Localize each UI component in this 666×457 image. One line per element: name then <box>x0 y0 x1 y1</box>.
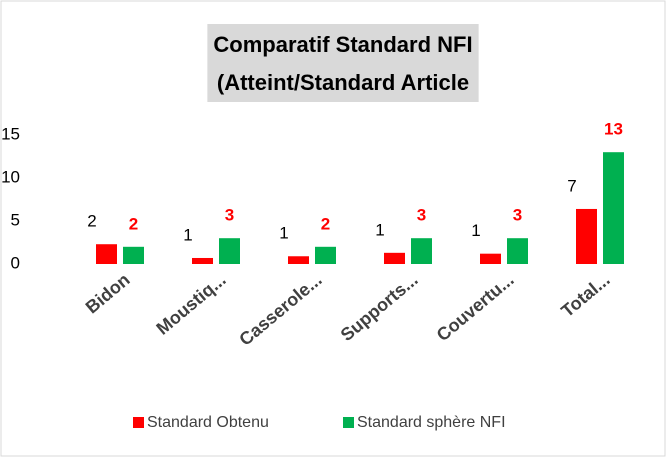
data-label: 2 <box>87 212 96 231</box>
data-label: 1 <box>279 224 288 243</box>
data-label: 2 <box>129 214 138 233</box>
data-label: 1 <box>183 225 192 244</box>
legend-label: Standard Obtenu <box>147 414 269 431</box>
data-label: 2 <box>321 214 330 233</box>
bar <box>123 246 144 264</box>
bar <box>192 257 213 264</box>
y-tick-label: 10 <box>1 167 20 186</box>
legend-swatch <box>343 417 354 428</box>
bar <box>411 238 432 264</box>
chart-title: (Atteint/Standard Article <box>217 70 469 95</box>
bar <box>576 208 597 264</box>
y-tick-label: 15 <box>1 124 20 143</box>
data-label: 13 <box>604 120 623 139</box>
bar <box>603 152 624 264</box>
data-label: 3 <box>417 206 426 225</box>
legend-label: Standard sphère NFI <box>357 414 506 431</box>
data-label: 7 <box>567 176 576 195</box>
data-label: 1 <box>471 221 480 240</box>
y-tick-label: 5 <box>11 210 20 229</box>
data-label: 3 <box>513 206 522 225</box>
legend-swatch <box>133 417 144 428</box>
bar <box>507 238 528 264</box>
bar <box>96 244 117 264</box>
bar <box>480 253 501 264</box>
bar <box>384 252 405 264</box>
bar <box>219 238 240 264</box>
y-tick-label: 0 <box>11 253 20 272</box>
bar <box>288 256 309 264</box>
data-label: 3 <box>225 206 234 225</box>
bar <box>315 246 336 264</box>
data-label: 1 <box>375 220 384 239</box>
chart-title: Comparatif Standard NFI <box>213 32 472 57</box>
title-box-fill <box>207 24 479 102</box>
